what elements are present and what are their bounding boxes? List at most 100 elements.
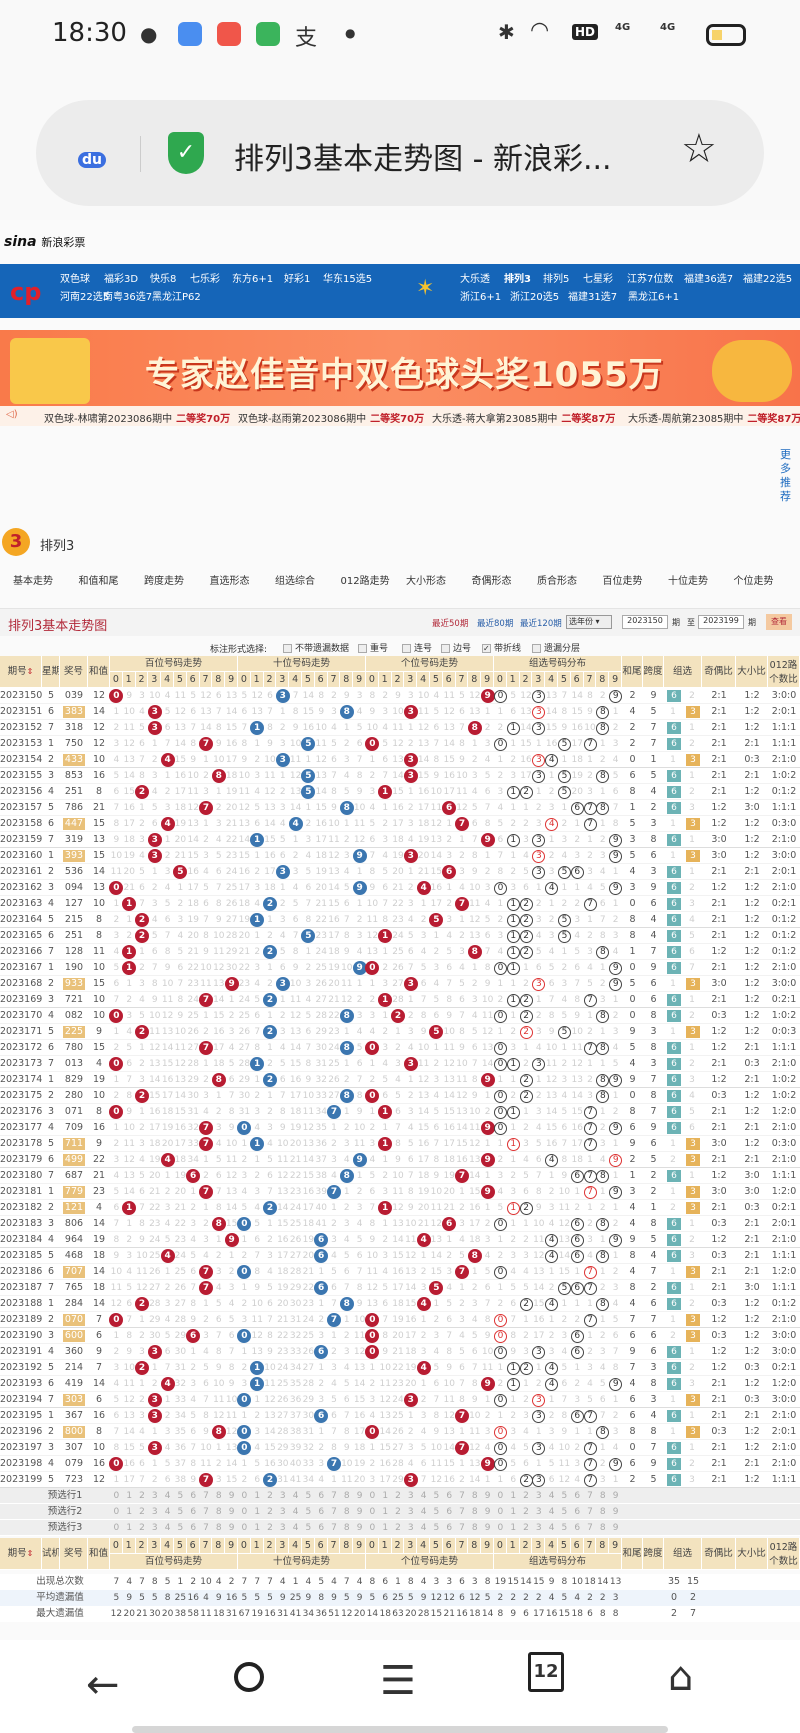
year-select-value: 选年份 (569, 617, 593, 626)
hd-icon: HD (572, 24, 599, 40)
more-recommend-link[interactable]: 更多推荐 (780, 448, 792, 504)
nav-link[interactable]: 快乐8 (150, 270, 176, 285)
nav-link[interactable]: 河南22选5 (60, 288, 109, 303)
option-label: 不带遗漏数据 (295, 644, 349, 654)
tab-0[interactable]: 基本走势 (13, 572, 53, 587)
nav-link[interactable]: 福彩3D (104, 270, 138, 285)
display-options: 标注形式选择: 不带遗漏数据 重号 连号 边号 ✓ 带折线 遗漏分层 (0, 640, 800, 656)
ticker-item[interactable]: 双色球-林啸第2023086期中 二等奖70万 (44, 410, 230, 425)
checkbox-checked-icon[interactable]: ✓ (482, 644, 491, 653)
nav-link[interactable]: 排列3 (504, 270, 531, 285)
tab-2[interactable]: 跨度走势 (144, 572, 184, 587)
ticker-item[interactable]: 大乐透-周航第23085期中 二等奖87万 (628, 410, 800, 425)
nav-link[interactable]: 大乐透 (460, 270, 490, 285)
checkbox-icon[interactable] (532, 644, 541, 653)
speaker-icon: ◁) (6, 409, 18, 420)
period-unit: 期 (672, 617, 680, 628)
bottom-nav: ← ☰ 12 ⌂ (0, 1640, 800, 1733)
tabs-icon[interactable]: 12 (528, 1652, 564, 1692)
nav-link[interactable]: 好彩1 (284, 270, 310, 285)
tab-6[interactable]: 大小形态 (406, 572, 446, 587)
sina-logo: sina 新浪彩票 (4, 234, 85, 250)
secure-shield-icon: ✓ (168, 132, 204, 174)
baidu-icon[interactable]: du (72, 128, 112, 172)
back-icon[interactable]: ← (86, 1662, 120, 1708)
lottery-badge: 3 (2, 528, 30, 556)
checkbox-icon[interactable] (441, 644, 450, 653)
to-label: 至 (687, 617, 695, 628)
option-label: 边号 (453, 644, 471, 654)
nav-link[interactable]: 浙江6+1 (460, 288, 501, 303)
nav-link[interactable]: 双色球 (60, 270, 90, 285)
nav-link[interactable]: 东方6+1 (232, 270, 273, 285)
to-period-input[interactable]: 2023199 (698, 615, 744, 629)
gesture-bar[interactable] (132, 1726, 668, 1733)
nav-link[interactable]: 福建22选5 (743, 270, 792, 285)
nav-link[interactable]: 南粤36选7 (103, 288, 152, 303)
gold-coins-icon (712, 340, 792, 402)
tab-3[interactable]: 直选形态 (210, 572, 250, 587)
chart-header: 排列3基本走势图 最近50期 最近80期 最近120期 选年份 ▾ 202315… (0, 608, 800, 636)
nav-link[interactable]: 排列5 (543, 270, 569, 285)
search-icon[interactable] (234, 1662, 264, 1692)
option-checkbox[interactable]: 遗漏分层 (532, 641, 580, 654)
from-period-input[interactable]: 2023150 (622, 615, 668, 629)
tab-10[interactable]: 十位走势 (668, 572, 708, 587)
option-checkbox[interactable]: 重号 (358, 641, 388, 654)
tab-7[interactable]: 奇偶形态 (472, 572, 512, 587)
ticker-prize: 二等奖87万 (747, 414, 800, 425)
menu-icon[interactable]: ☰ (380, 1658, 416, 1704)
option-checkbox[interactable]: 边号 (441, 641, 471, 654)
nav-link[interactable]: 黑龙江P62 (152, 288, 201, 303)
star-icon[interactable]: ☆ (681, 126, 717, 172)
chart-title: 排列3基本走势图 (8, 615, 107, 634)
recent-120-link[interactable]: 最近120期 (520, 617, 562, 629)
nav-link[interactable]: 七星彩 (583, 270, 613, 285)
wifi-icon: ◠ (530, 18, 549, 43)
checkbox-icon[interactable] (283, 644, 292, 653)
recent-80-link[interactable]: 最近80期 (477, 617, 513, 629)
checkbox-icon[interactable] (402, 644, 411, 653)
address-bar[interactable]: du ✓ 排列3基本走势图 - 新浪彩... ☆ (36, 100, 764, 206)
kuaishou-icon (217, 22, 241, 46)
ticker-item[interactable]: 双色球-赵雨第2023086期中 二等奖70万 (238, 410, 424, 425)
ticker-prize: 二等奖70万 (176, 414, 230, 425)
nav-link[interactable]: 福建36选7 (684, 270, 733, 285)
promo-banner[interactable]: 专家赵佳音中双色球头奖1055万 (0, 330, 800, 406)
ticker-text: 大乐透-周航第23085期中 (628, 414, 743, 425)
tab-5[interactable]: 012路走势 (341, 572, 390, 587)
ticker-prize: 二等奖87万 (561, 414, 615, 425)
welfare-lottery-logo: cp (10, 278, 41, 306)
nav-link[interactable]: 福建31选7 (568, 288, 617, 303)
tab-11[interactable]: 个位走势 (734, 572, 774, 587)
ticker-prize: 二等奖70万 (370, 414, 424, 425)
option-checkbox[interactable]: 连号 (402, 641, 432, 654)
status-time: 18:30 (52, 18, 127, 48)
nav-link[interactable]: 华东15选5 (323, 270, 372, 285)
tab-4[interactable]: 组选综合 (275, 572, 315, 587)
dot-icon: ● (345, 26, 355, 40)
option-checkbox[interactable]: 不带遗漏数据 (283, 641, 349, 654)
winner-ticker: ◁) 双色球-林啸第2023086期中 二等奖70万 双色球-赵雨第2023086期… (0, 406, 800, 426)
period-unit: 期 (748, 617, 756, 628)
option-label: 重号 (370, 644, 388, 654)
page-title: 排列3基本走势图 - 新浪彩... (234, 134, 612, 178)
option-checkbox[interactable]: ✓ 带折线 (482, 641, 521, 654)
nav-link[interactable]: 七乐彩 (190, 270, 220, 285)
web-page (0, 220, 800, 1640)
recent-50-link[interactable]: 最近50期 (432, 617, 468, 629)
query-button[interactable]: 查看 (766, 614, 792, 630)
nav-link[interactable]: 江苏7位数 (627, 270, 673, 285)
tab-8[interactable]: 质合形态 (537, 572, 577, 587)
app-store-icon (256, 22, 280, 46)
home-icon[interactable]: ⌂ (668, 1654, 693, 1700)
checkbox-icon[interactable] (358, 644, 367, 653)
year-select[interactable]: 选年份 ▾ (566, 615, 612, 629)
option-label: 连号 (414, 644, 432, 654)
tab-1[interactable]: 和值和尾 (79, 572, 119, 587)
ticker-item[interactable]: 大乐透-蒋大拿第23085期中 二等奖87万 (432, 410, 615, 425)
browser-icon (178, 22, 202, 46)
nav-link[interactable]: 浙江20选5 (510, 288, 559, 303)
nav-link[interactable]: 黑龙江6+1 (628, 288, 679, 303)
tab-9[interactable]: 百位走势 (603, 572, 643, 587)
